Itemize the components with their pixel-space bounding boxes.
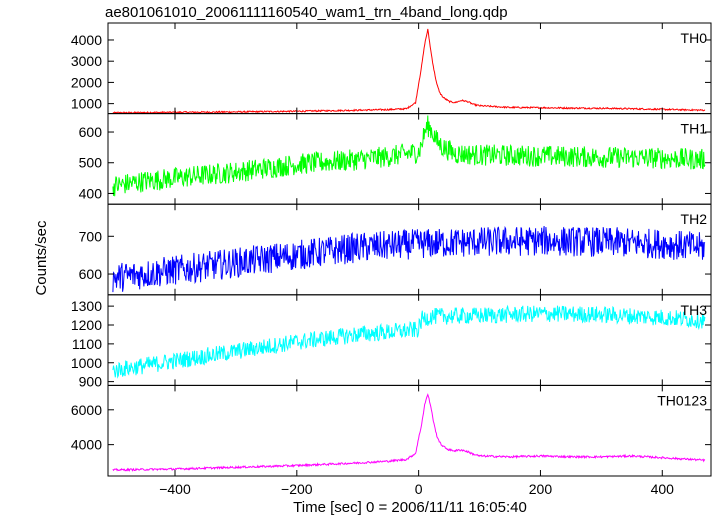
panel-th0: 1000 2000 3000 4000 TH0 [71,22,712,115]
panel-frame [107,22,712,115]
y-tick-label: 1000 [71,96,102,112]
y-tick-label: 1200 [71,317,102,333]
series-line-th0123 [112,393,706,472]
y-tick-label: 700 [79,228,103,244]
y-tick-label: 600 [79,124,103,140]
series-line-th2 [112,225,706,293]
y-tick-label: 1000 [71,355,102,371]
y-tick-label: 4000 [71,437,102,453]
panel-th2: 600 700 TH2 [79,203,712,296]
y-tick-label: 500 [79,155,103,171]
series-line-th0 [112,28,706,115]
y-tick-label: 6000 [71,402,102,418]
panel-label: TH2 [681,211,708,227]
panel-th1: 400 500 600 TH1 [79,113,712,205]
x-tick-label: 400 [651,481,675,497]
chart-title: ae801061010_20061111160540_wam1_trn_4ban… [105,4,508,21]
panel-frame [107,384,712,477]
y-tick-label: 600 [79,266,103,282]
y-tick-label: 1100 [72,336,102,352]
series-line-th1 [112,115,706,197]
y-tick-label: 4000 [71,32,102,48]
y-axis-label: Counts/sec [33,220,50,296]
x-tick-label: −200 [281,481,313,497]
x-tick-label: 200 [529,481,553,497]
panel-label: TH0123 [657,392,707,408]
panel-label: TH3 [681,302,708,318]
x-tick-label: 0 [415,481,423,497]
panel-label: TH0 [681,30,708,46]
y-tick-label: 3000 [71,53,102,69]
panel-frame [107,294,712,386]
panel-th0123: 4000 6000 TH0123 [71,384,712,477]
series-line-th3 [112,304,706,379]
x-axis-label: Time [sec] 0 = 2006/11/11 16:05:40 [293,499,527,516]
y-tick-label: 900 [79,374,103,390]
y-tick-label: 400 [79,185,103,201]
x-tick-label: −400 [159,481,191,497]
y-tick-label: 1300 [71,298,102,314]
panel-th3: 900 1000 1100 1200 1300 TH3 [71,294,712,390]
panel-label: TH1 [681,121,708,137]
y-tick-label: 2000 [71,74,102,90]
